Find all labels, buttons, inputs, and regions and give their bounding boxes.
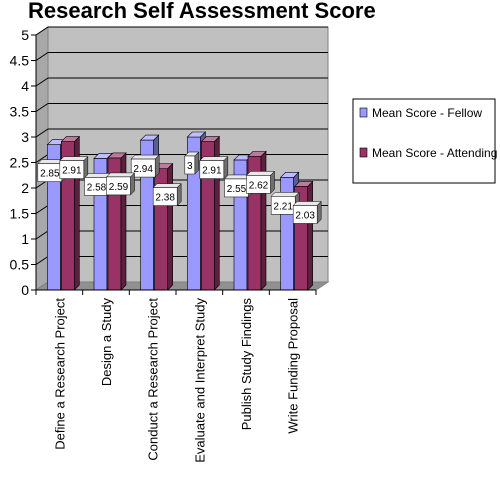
bar-top	[200, 136, 221, 142]
y-tick-label: 4.5	[10, 53, 30, 69]
y-tick-label: 2.5	[10, 155, 30, 171]
bar-attending	[153, 162, 174, 291]
label-box-top	[130, 154, 160, 160]
data-label: 2.91	[202, 166, 222, 177]
legend-label: Mean Score - Fellow	[372, 106, 482, 120]
x-category-label: Write Funding Proposal	[286, 298, 301, 434]
bar-side	[167, 162, 173, 291]
x-category-label: Evaluate and Interpret Study	[192, 298, 207, 463]
gridline	[35, 26, 328, 36]
data-label-attending: 2.59	[105, 172, 136, 196]
label-box-side	[316, 200, 322, 225]
data-label: 2.94	[133, 164, 153, 175]
data-label: 2.03	[295, 210, 315, 221]
gridline	[35, 103, 328, 112]
y-tick-label: 0.5	[10, 257, 30, 273]
y-tick-label: 4	[21, 78, 29, 94]
legend-swatch	[359, 107, 368, 118]
x-category-label: Design a Study	[99, 298, 114, 387]
data-label-attending: 2.03	[292, 200, 322, 225]
bar-top	[139, 134, 160, 141]
data-label: 2.21	[273, 201, 293, 212]
label-box	[130, 158, 156, 178]
bar-top	[186, 131, 207, 138]
y-tick-label: 2	[21, 180, 29, 196]
label-box	[184, 155, 196, 175]
x-category-label: Publish Study Findings	[239, 298, 254, 431]
data-label-fellow: 3	[184, 151, 200, 175]
x-axis: Define a Research Project Design a Study C…	[35, 289, 317, 463]
data-label: 3	[187, 161, 193, 172]
bar-top	[107, 152, 127, 159]
label-box-top	[199, 156, 229, 161]
data-label-fellow: 2.94	[130, 154, 160, 178]
label-box-top	[152, 183, 182, 188]
gridline	[35, 128, 328, 138]
label-box-side	[270, 170, 275, 194]
y-tick-label: 0	[21, 282, 29, 298]
data-label: 2.55	[227, 184, 247, 195]
label-box-top	[105, 172, 136, 178]
label-box-top	[270, 192, 300, 197]
gridline	[35, 52, 328, 61]
y-tick-label: 1	[21, 231, 29, 247]
data-labels: 2.85 2.58 2.94 3 2.55 2.21 2.91 2.59 2.38 2.91 2.6…	[37, 151, 322, 225]
label-box	[59, 160, 85, 179]
data-label-attending: 2.91	[59, 155, 89, 180]
data-label: 2.59	[109, 182, 129, 193]
y-tick-label: 3.5	[10, 104, 30, 120]
label-box-side	[223, 155, 229, 180]
data-label: 2.38	[155, 193, 175, 204]
label-box	[199, 160, 225, 179]
label-box	[106, 176, 131, 196]
label-box-side	[154, 154, 160, 178]
label-box-top	[245, 171, 276, 176]
label-box	[152, 187, 178, 206]
y-tick-label: 3	[21, 129, 29, 145]
bar-top	[247, 151, 267, 157]
legend-swatch	[359, 147, 368, 158]
legend-label: Mean Score - Attending	[372, 146, 497, 160]
chart-title: Research Self Assessment Score	[28, 0, 376, 23]
y-axis: 0 0.5 1 1.5 2 2.5 3 3.5 4 4.5 5	[10, 27, 37, 298]
label-box	[292, 205, 318, 224]
label-box-top	[59, 156, 89, 161]
y-tick-label: 1.5	[10, 206, 30, 222]
data-label: 2.85	[40, 169, 60, 180]
y-tick-label: 5	[21, 27, 29, 43]
label-box	[246, 175, 271, 194]
label-box-top	[292, 201, 322, 206]
label-box-side	[176, 183, 182, 207]
data-label-attending: 2.91	[199, 155, 229, 180]
x-category-label: Conduct a Research Project	[146, 298, 161, 461]
data-label: 2.91	[62, 166, 82, 177]
label-box-side	[83, 155, 89, 180]
label-box-side	[130, 172, 135, 196]
data-label-attending: 2.62	[245, 170, 276, 194]
data-label: 2.58	[87, 182, 107, 193]
legend-box	[352, 98, 496, 184]
bar-top	[60, 136, 81, 142]
x-category-label: Define a Research Project	[52, 298, 67, 450]
data-label: 2.62	[249, 180, 269, 191]
bar-top	[293, 181, 314, 187]
label-box-side	[194, 151, 200, 175]
gridline	[35, 77, 328, 87]
bar-side	[307, 180, 313, 291]
bar-top	[93, 153, 113, 159]
bar-top	[279, 171, 300, 178]
legend: Mean Score - Fellow Mean Score - Attendin…	[352, 98, 497, 184]
data-label-attending: 2.38	[152, 183, 182, 207]
